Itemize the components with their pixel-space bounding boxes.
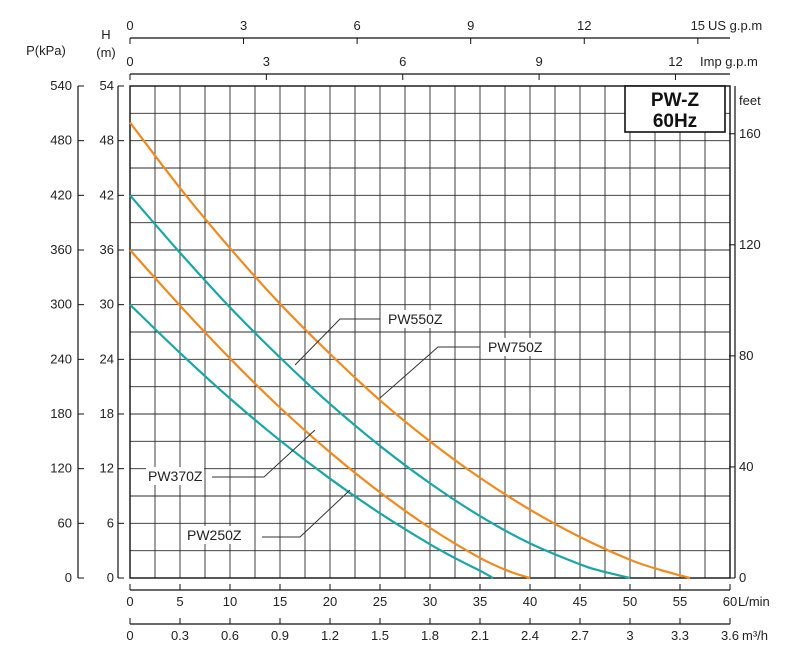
axis-usgpm-tick-label: 15	[691, 18, 705, 33]
axis-head-m-tick-label: 18	[100, 406, 114, 421]
axis-lmin-tick-label: 50	[623, 594, 637, 609]
axis-pressure-tick-label: 240	[50, 351, 72, 366]
axis-m3h-tick-label: 1.5	[371, 628, 389, 643]
axis-m3h-tick-label: 2.1	[471, 628, 489, 643]
series-label-bg	[486, 338, 544, 356]
axis-lmin-tick-label: 35	[473, 594, 487, 609]
axis-pressure-tick-label: 540	[50, 78, 72, 93]
axis-m3h-tick-label: 3.3	[671, 628, 689, 643]
axis-m3h-tick-label: 3	[626, 628, 633, 643]
axis-m3h-tick-label: 1.2	[321, 628, 339, 643]
axis-pressure-tick-label: 60	[58, 515, 72, 530]
axis-impgpm-label: Imp g.p.m	[700, 54, 758, 69]
axis-impgpm-tick-label: 0	[126, 54, 133, 69]
axis-lmin-tick-label: 0	[126, 594, 133, 609]
axis-m3h-tick-label: 0.9	[271, 628, 289, 643]
axis-pressure-tick-label: 420	[50, 187, 72, 202]
series-label-pw550z: PW550Z	[388, 311, 443, 327]
axis-head-m-unit: (m)	[96, 45, 116, 60]
axis-lmin-tick-label: 5	[176, 594, 183, 609]
axis-m3h-tick-label: 2.4	[521, 628, 539, 643]
axis-impgpm-tick-label: 9	[535, 54, 542, 69]
axis-feet-tick-label: 40	[739, 459, 753, 474]
curve-pw750z	[129, 121, 691, 580]
leader-line-pw750z	[379, 346, 480, 399]
axis-usgpm-tick-label: 6	[354, 18, 361, 33]
series-label-pw370z: PW370Z	[148, 468, 203, 484]
axis-lmin-tick-label: 60	[723, 594, 737, 609]
axis-feet-tick-label: 120	[739, 237, 761, 252]
axis-usgpm-tick-label: 9	[467, 18, 474, 33]
axis-feet-label: feet	[739, 93, 761, 108]
axis-head-m-tick-label: 42	[100, 187, 114, 202]
curve-pw250z	[129, 303, 494, 579]
curve-pw550z	[129, 194, 631, 580]
axis-head-m-label: H	[101, 27, 110, 42]
axis-usgpm-tick-label: 12	[577, 18, 591, 33]
chart-subtitle: 60Hz	[653, 111, 697, 132]
axis-pressure-label: P(kPa)	[26, 43, 66, 58]
axis-impgpm-tick-label: 6	[399, 54, 406, 69]
axis-head-m-tick-label: 0	[107, 570, 114, 585]
axis-feet-tick-label: 0	[739, 570, 746, 585]
axis-usgpm-tick-label: 3	[240, 18, 247, 33]
axis-impgpm-tick-label: 3	[263, 54, 270, 69]
axis-lmin-label: L/min	[738, 594, 770, 609]
axis-head-m-tick-label: 54	[100, 78, 114, 93]
leader-line-pw550z	[294, 318, 380, 366]
axis-pressure-tick-label: 480	[50, 133, 72, 148]
series-label-pw250z: PW250Z	[187, 527, 242, 543]
axis-m3h-label: m³/h	[742, 628, 768, 643]
axis-pressure-tick-label: 300	[50, 297, 72, 312]
axis-impgpm-tick-label: 12	[668, 54, 682, 69]
axis-lmin-tick-label: 20	[323, 594, 337, 609]
axis-usgpm-label: US g.p.m	[708, 18, 762, 33]
leader-line-pw370z	[212, 429, 316, 478]
axis-m3h-tick-label: 1.8	[421, 628, 439, 643]
axis-lmin-tick-label: 10	[223, 594, 237, 609]
axis-pressure-tick-label: 0	[65, 570, 72, 585]
axis-feet-tick-label: 160	[739, 126, 761, 141]
axis-m3h-tick-label: 2.7	[571, 628, 589, 643]
axis-head-m-tick-label: 48	[100, 133, 114, 148]
axis-lmin-tick-label: 55	[673, 594, 687, 609]
axis-feet-tick-label: 80	[739, 348, 753, 363]
axis-m3h-tick-label: 3.6	[721, 628, 739, 643]
axis-pressure-tick-label: 360	[50, 242, 72, 257]
axis-m3h-tick-label: 0.6	[221, 628, 239, 643]
axis-head-m-tick-label: 24	[100, 351, 114, 366]
axis-pressure-tick-label: 120	[50, 461, 72, 476]
plot-frame	[129, 85, 731, 579]
chart-title: PW-Z	[651, 90, 700, 111]
axis-m3h-tick-label: 0.3	[171, 628, 189, 643]
series-label-bg	[146, 467, 204, 485]
axis-lmin-tick-label: 45	[573, 594, 587, 609]
axis-head-m-tick-label: 30	[100, 297, 114, 312]
grid	[129, 85, 731, 579]
curve-pw370z	[129, 249, 531, 580]
title-box	[624, 85, 726, 133]
axis-lmin-tick-label: 25	[373, 594, 387, 609]
axis-pressure-tick-label: 180	[50, 406, 72, 421]
axis-head-m-tick-label: 12	[100, 461, 114, 476]
series-label-bg	[386, 310, 444, 328]
series-label-bg	[185, 526, 243, 544]
axis-lmin-tick-label: 30	[423, 594, 437, 609]
axis-usgpm-tick-label: 0	[126, 18, 133, 33]
leader-line-pw250z	[262, 489, 351, 538]
axis-m3h-tick-label: 0	[126, 628, 133, 643]
axis-lmin-tick-label: 40	[523, 594, 537, 609]
axis-lmin-tick-label: 15	[273, 594, 287, 609]
axis-head-m-tick-label: 36	[100, 242, 114, 257]
series-label-pw750z: PW750Z	[488, 339, 543, 355]
axis-head-m-tick-label: 6	[107, 515, 114, 530]
